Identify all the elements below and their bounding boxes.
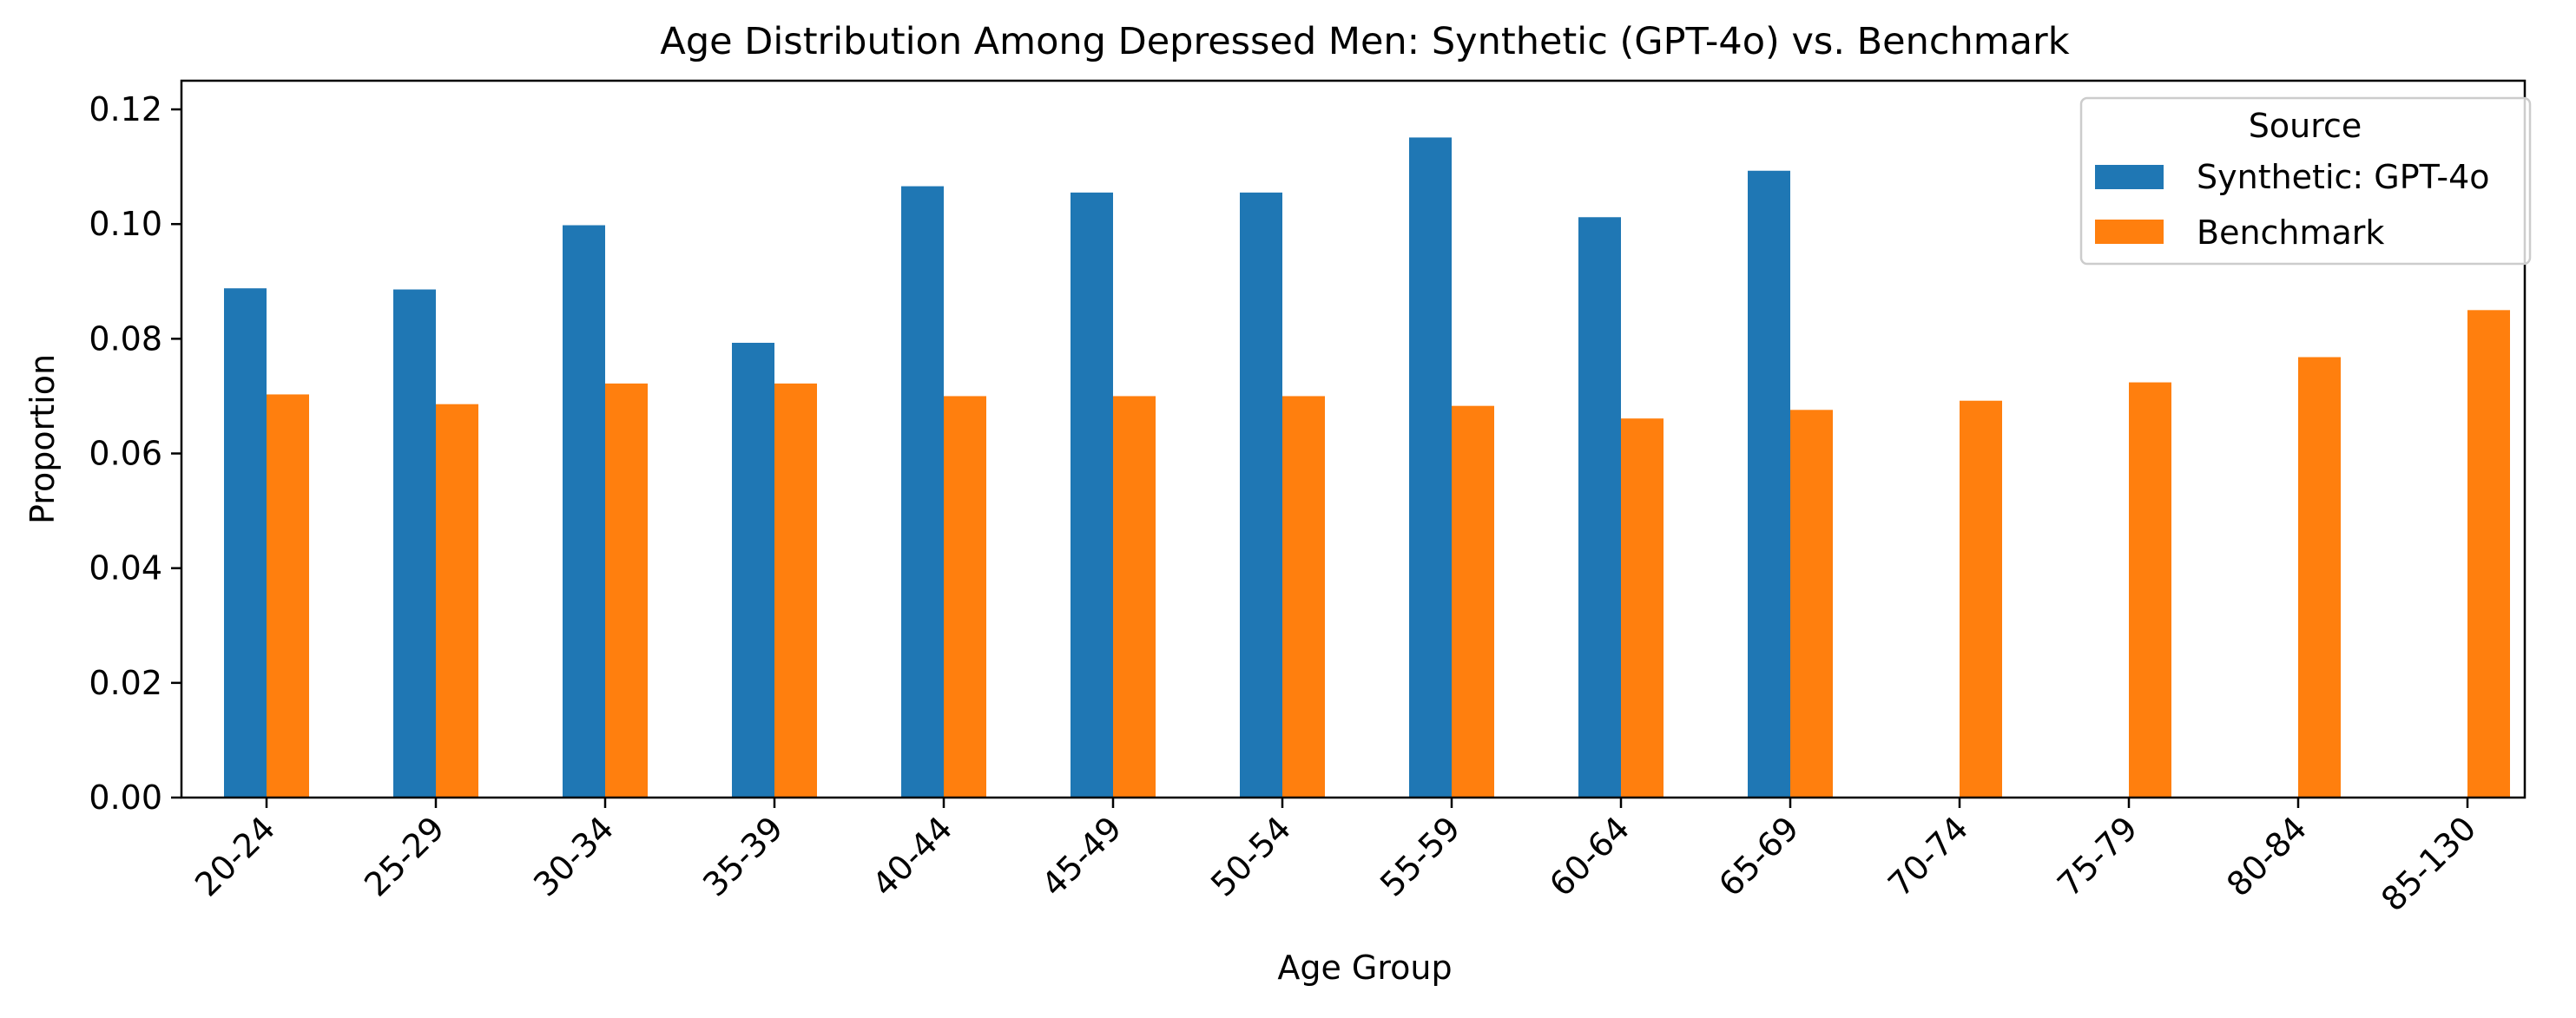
bar-synthetic-25-29 — [393, 289, 436, 798]
bar-benchmark-80-84 — [2298, 357, 2341, 798]
legend-label-benchmark: Benchmark — [2197, 213, 2384, 252]
y-tick-label: 0.02 — [89, 664, 162, 702]
bar-synthetic-60-64 — [1578, 217, 1621, 798]
legend-label-synthetic: Synthetic: GPT-4o — [2197, 158, 2490, 196]
y-axis: 0.00 0.02 0.04 0.06 0.08 0.10 0.12 — [89, 90, 181, 817]
y-tick-label: 0.04 — [89, 549, 162, 588]
bar-benchmark-85-130 — [2467, 310, 2510, 798]
y-tick-label: 0.06 — [89, 435, 162, 473]
bar-benchmark-65-69 — [1790, 410, 1833, 798]
bars-group — [224, 137, 2510, 798]
bar-synthetic-45-49 — [1071, 192, 1113, 798]
bar-benchmark-25-29 — [436, 404, 478, 798]
y-tick-label: 0.00 — [89, 778, 162, 817]
bar-synthetic-55-59 — [1409, 137, 1452, 798]
bar-benchmark-55-59 — [1452, 405, 1494, 798]
y-tick-label: 0.10 — [89, 205, 162, 243]
y-tick-label: 0.12 — [89, 90, 162, 128]
bar-synthetic-20-24 — [224, 288, 267, 798]
bar-benchmark-40-44 — [944, 396, 986, 798]
plot-frame — [180, 79, 2527, 799]
bar-benchmark-30-34 — [605, 383, 648, 798]
bar-benchmark-45-49 — [1113, 396, 1156, 798]
bar-benchmark-60-64 — [1621, 418, 1664, 798]
y-axis-label: Proportion — [23, 354, 62, 524]
bar-benchmark-35-39 — [774, 383, 817, 798]
legend-swatch-benchmark — [2095, 220, 2164, 244]
legend-frame — [2079, 96, 2532, 266]
bar-synthetic-50-54 — [1240, 192, 1282, 798]
bar-synthetic-65-69 — [1748, 170, 1790, 798]
chart-title: Age Distribution Among Depressed Men: Sy… — [660, 20, 2069, 63]
x-axis-label: Age Group — [1277, 949, 1452, 987]
legend-swatch-synthetic — [2095, 165, 2164, 189]
legend: Source Synthetic: GPT-4o Benchmark — [2079, 96, 2532, 266]
bar-benchmark-75-79 — [2129, 382, 2171, 798]
legend-title: Source — [2249, 107, 2362, 145]
bar-synthetic-40-44 — [901, 186, 944, 798]
y-tick-label: 0.08 — [89, 319, 162, 358]
bar-benchmark-70-74 — [1960, 400, 2002, 798]
bar-benchmark-50-54 — [1282, 396, 1325, 798]
bar-benchmark-20-24 — [267, 394, 309, 798]
bar-synthetic-35-39 — [732, 342, 774, 798]
bar-synthetic-30-34 — [563, 225, 605, 798]
